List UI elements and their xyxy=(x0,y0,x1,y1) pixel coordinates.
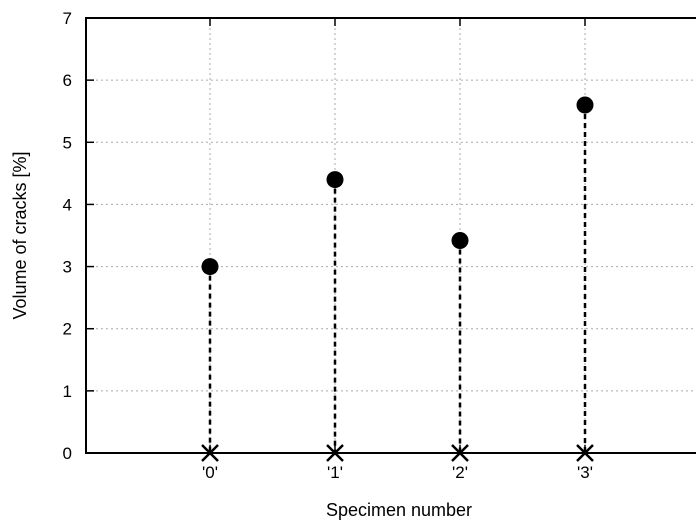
y-tick-label: 4 xyxy=(63,195,72,214)
x-tick-label: '0' xyxy=(202,463,218,482)
y-tick-label: 0 xyxy=(63,444,72,463)
drop-lines xyxy=(208,105,587,453)
x-tick-label: '1' xyxy=(327,463,343,482)
x-tick-label: '2' xyxy=(452,463,468,482)
data-point xyxy=(326,171,344,189)
y-tick-label: 1 xyxy=(63,382,72,401)
y-tick-label: 3 xyxy=(63,258,72,277)
x-tick-label: '3' xyxy=(577,463,593,482)
tick-labels: 0 1 2 3 4 5 6 7 '0' '1' '2' '3' xyxy=(63,9,593,482)
y-tick-label: 6 xyxy=(63,71,72,90)
y-tick-label: 2 xyxy=(63,320,72,339)
axis-ticks xyxy=(86,17,586,454)
x-axis-title: Specimen number xyxy=(326,500,472,520)
data-point xyxy=(201,258,219,276)
plot-frame xyxy=(85,17,696,454)
data-point xyxy=(576,96,594,114)
data-point xyxy=(451,231,469,249)
grid xyxy=(86,18,696,453)
y-tick-label: 5 xyxy=(63,133,72,152)
y-axis-title: Volume of cracks [%] xyxy=(10,151,30,319)
y-tick-label: 7 xyxy=(63,9,72,28)
data-points xyxy=(201,96,594,276)
